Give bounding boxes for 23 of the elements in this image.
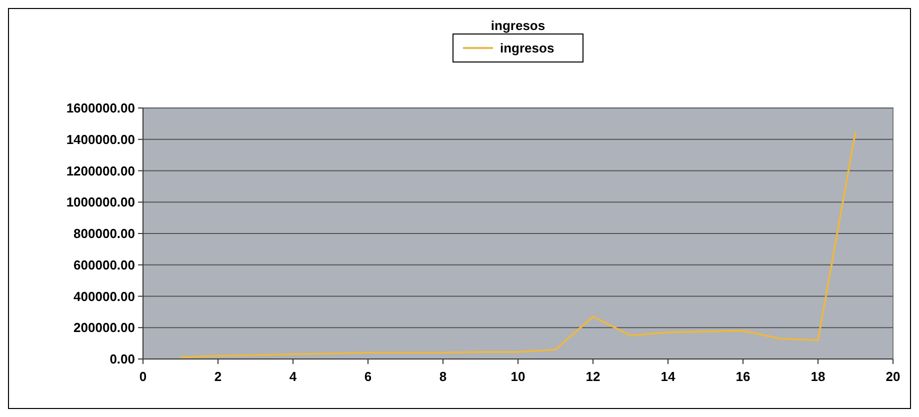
x-tick-label: 4 — [289, 369, 298, 384]
x-tick-label: 2 — [214, 369, 222, 384]
y-tick-label: 1000000.00 — [66, 194, 135, 210]
x-tick-label: 0 — [139, 369, 147, 384]
y-tick-label: 600000.00 — [74, 257, 135, 272]
y-tick-label: 1200000.00 — [66, 163, 135, 178]
x-tick-label: 8 — [439, 369, 447, 384]
x-tick-label: 20 — [886, 369, 900, 384]
x-tick-label: 12 — [586, 369, 600, 384]
y-tick-label: 200000.00 — [74, 320, 135, 336]
y-tick-label: 1600000.00 — [66, 100, 135, 116]
legend-label: ingresos — [500, 40, 554, 56]
y-tick-label: 0.00 — [110, 352, 135, 367]
y-tick-label: 800000.00 — [74, 226, 135, 242]
y-tick-label: 400000.00 — [74, 288, 135, 304]
x-tick-label: 6 — [364, 369, 372, 384]
x-tick-label: 18 — [810, 369, 826, 384]
chart-title: ingresos — [490, 18, 546, 33]
y-tick-label: 1400000.00 — [66, 132, 135, 147]
x-tick-label: 10 — [510, 369, 526, 384]
x-tick-label: 16 — [736, 369, 750, 384]
x-tick-label: 14 — [660, 369, 676, 384]
line-series — [180, 130, 856, 358]
